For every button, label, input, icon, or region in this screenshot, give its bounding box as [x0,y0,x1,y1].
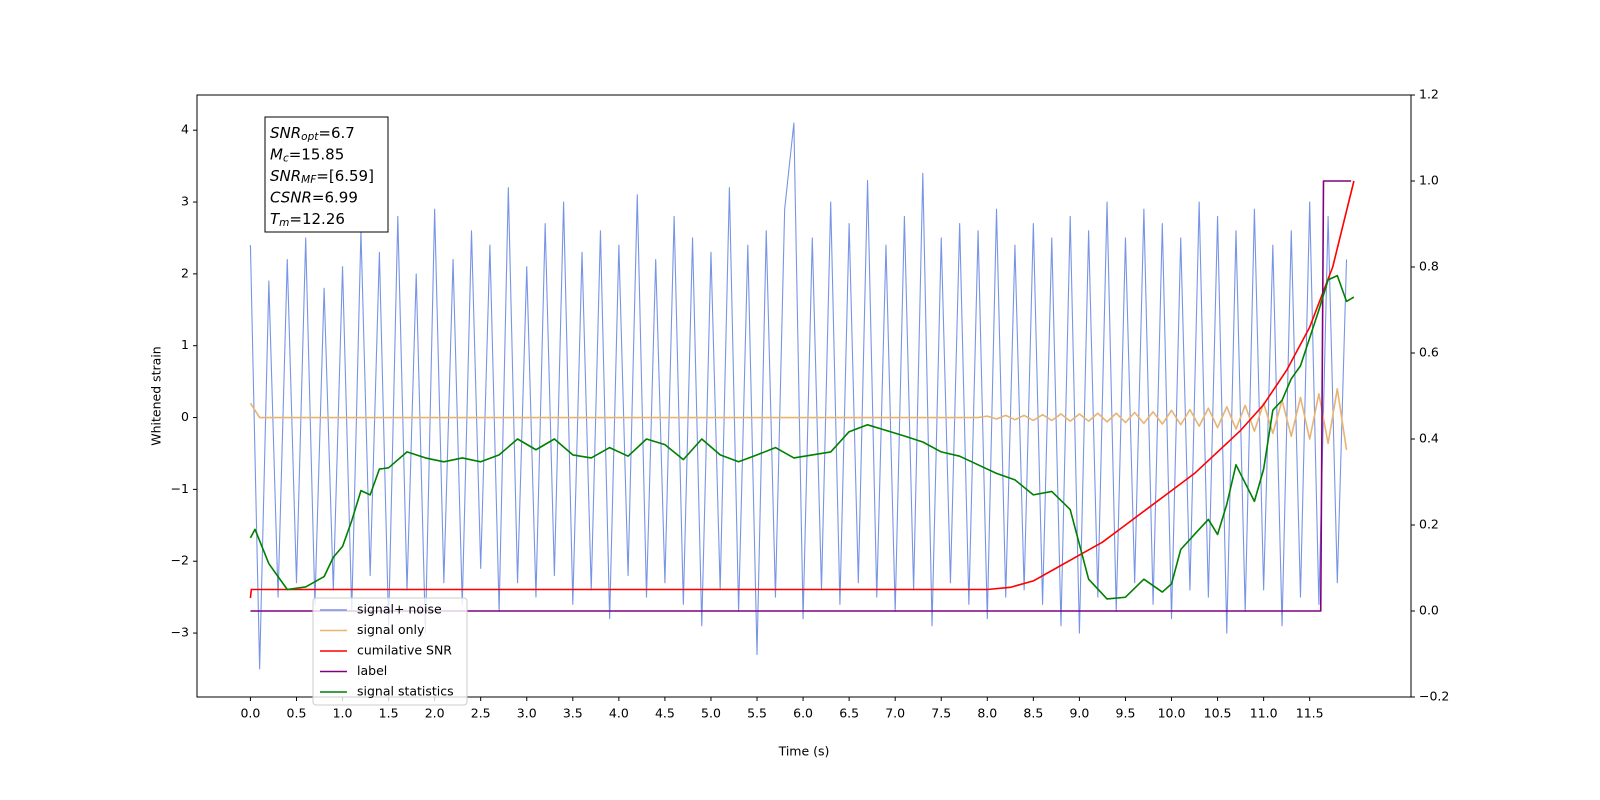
y-tick-label: 4 [181,122,189,137]
annotation-base: CSNR [270,188,312,206]
annotation-text: =6.99 [312,188,358,206]
annotation: SNRopt=6.7 [270,124,355,144]
y2-tick-label: 1.0 [1419,173,1439,188]
annotation-sub: m [279,217,289,229]
annotation-base: SNR [270,124,301,142]
y-tick-label: −1 [171,481,189,496]
legend-label: label [357,663,387,678]
x-tick-label: 5.0 [701,706,721,721]
x-tick-label: 9.5 [1116,706,1136,721]
series-line [249,388,1348,450]
annotation-text: =6.7 [318,124,354,142]
legend-label: signal statistics [357,684,454,699]
series-line [249,274,1355,600]
x-tick-label: 9.0 [1069,706,1089,721]
x-tick-label: 4.0 [609,706,629,721]
annotation: SNRMF=[6.59] [270,167,374,187]
annotation-base: M [270,145,283,163]
x-tick-label: 10.5 [1204,706,1232,721]
x-tick-label: 3.0 [517,706,537,721]
x-tick-label: 0.0 [240,706,260,721]
y2-tick-label: 0.8 [1419,259,1439,274]
y2-tick-label: 0.0 [1419,603,1439,618]
y-tick-label: −2 [171,553,189,568]
y-axis-label: Whitened strain [149,346,164,445]
x-tick-label: 7.0 [885,706,905,721]
y2-tick-label: 1.2 [1419,87,1439,102]
x-tick-label: 11.0 [1250,706,1278,721]
annotation: Tm=12.26 [270,210,345,230]
x-tick-label: 7.5 [931,706,951,721]
x-tick-label: 1.5 [379,706,399,721]
x-tick-label: 2.5 [471,706,491,721]
annotation-sub: c [283,153,289,165]
x-tick-label: 11.5 [1296,706,1324,721]
legend-frame [312,597,468,706]
legend-label: cumilative SNR [357,643,452,658]
x-tick-label: 5.5 [747,706,767,721]
legend-label: signal+ noise [357,602,442,617]
x-tick-label: 6.0 [793,706,813,721]
x-tick-label: 2.0 [425,706,445,721]
annotation-base: T [270,210,281,228]
y2-tick-label: 0.6 [1419,345,1439,360]
legend: signal+ noise signal only cumilative SNR la… [312,597,468,706]
x-axis-label: Time (s) [778,744,830,759]
y-tick-label: −3 [171,625,189,640]
annotation: Mc=15.85 [270,145,344,165]
annotation-base: SNR [270,167,301,185]
y-tick-label: 0 [181,409,189,424]
y2-tick-label: −0.2 [1419,689,1449,704]
x-tick-label: 8.5 [1023,706,1043,721]
annotation-text: =12.26 [289,210,345,228]
annotation-box: SNRopt=6.7Mc=15.85SNRMF=[6.59]CSNR=6.99T… [264,116,389,233]
series-line [249,180,1355,599]
x-tick-label: 0.5 [287,706,307,721]
plot-frame [196,94,1412,698]
x-tick-label: 4.5 [655,706,675,721]
annotation-text: =[6.59] [316,167,374,185]
annotation-frame [264,116,389,233]
x-tick-label: 6.5 [839,706,859,721]
annotation-text: =15.85 [289,145,345,163]
annotation-sub: MF [301,174,317,186]
y2-tick-label: 0.4 [1419,431,1439,446]
x-tick-label: 3.5 [563,706,583,721]
y-tick-label: 3 [181,194,189,209]
x-tick-label: 1.0 [333,706,353,721]
y2-tick-label: 0.2 [1419,517,1439,532]
annotation-sub: opt [301,131,319,143]
y-tick-label: 1 [181,337,189,352]
legend-label: signal only [357,622,425,637]
x-tick-label: 10.0 [1158,706,1186,721]
x-tick-label: 8.0 [977,706,997,721]
series-line [249,122,1348,670]
annotation: CSNR=6.99 [270,188,358,206]
series-line [250,180,1352,612]
y-tick-label: 2 [181,265,189,280]
